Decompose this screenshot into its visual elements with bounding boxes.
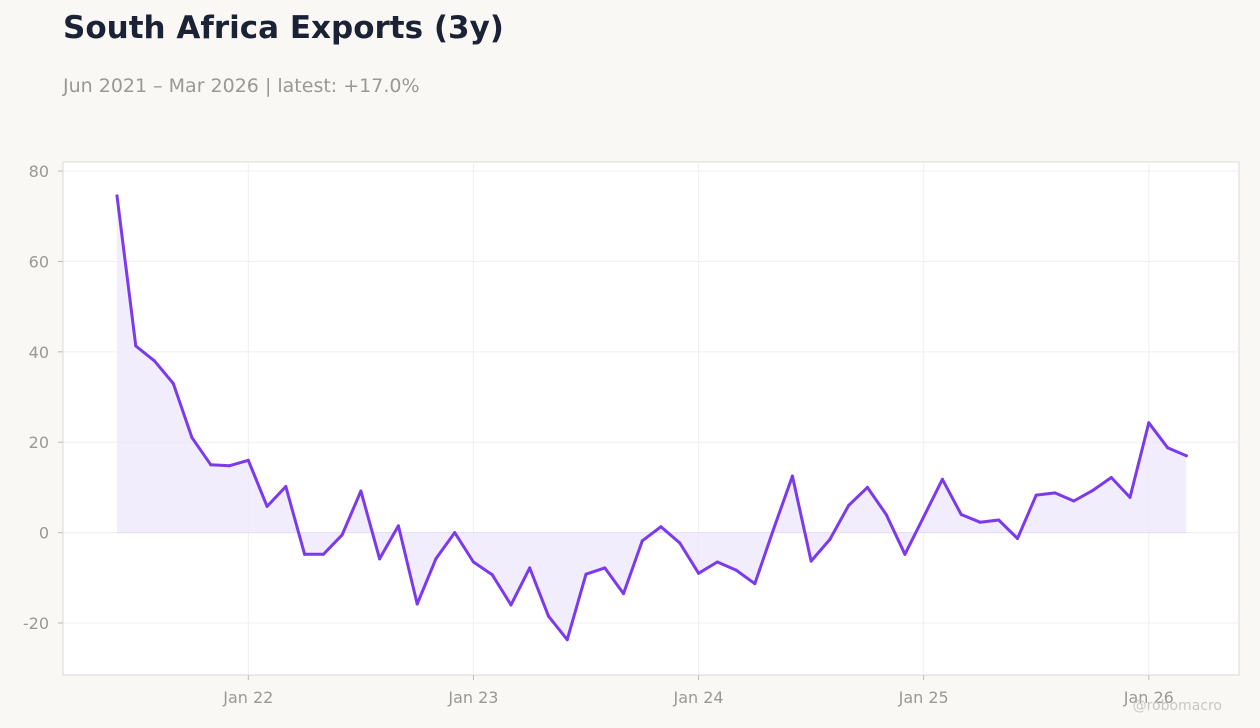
series-points (115, 194, 1188, 642)
data-point (565, 638, 569, 642)
y-tick-label: 60 (29, 252, 49, 271)
data-point (246, 458, 250, 462)
data-point (471, 560, 475, 564)
x-tick-label: Jan 25 (898, 688, 949, 707)
data-point (715, 560, 719, 564)
data-point (453, 531, 457, 535)
x-tick-label: Jan 22 (222, 688, 273, 707)
data-point (396, 524, 400, 528)
plot-area (62, 161, 1240, 676)
data-point (209, 463, 213, 467)
data-point (940, 477, 944, 481)
data-point (1034, 493, 1038, 497)
x-tick-label: Jan 23 (447, 688, 498, 707)
data-point (303, 552, 307, 556)
data-point (903, 552, 907, 556)
data-point (490, 573, 494, 577)
data-point (378, 557, 382, 561)
data-point (340, 533, 344, 537)
x-tick-label: Jan 24 (673, 688, 724, 707)
data-point (415, 602, 419, 606)
data-point (753, 582, 757, 586)
data-point (171, 381, 175, 385)
data-point (959, 513, 963, 517)
data-point (434, 557, 438, 561)
data-point (134, 344, 138, 348)
data-point (1091, 489, 1095, 493)
data-point (1072, 499, 1076, 503)
data-point (603, 566, 607, 570)
data-point (809, 559, 813, 563)
chart-subtitle: Jun 2021 – Mar 2026 | latest: +17.0% (63, 75, 420, 97)
data-point (321, 552, 325, 556)
chart-title: South Africa Exports (3y) (63, 10, 504, 46)
data-point (284, 485, 288, 489)
data-point (640, 539, 644, 543)
data-point (659, 525, 663, 529)
series-line (115, 194, 1188, 642)
data-point (1147, 421, 1151, 425)
data-point (153, 359, 157, 363)
x-axis-ticks: Jan 22 Jan 23 Jan 24 Jan 25 Jan 26 (222, 675, 1174, 707)
data-point (1166, 446, 1170, 450)
y-tick-label: 0 (39, 524, 49, 543)
data-point (734, 568, 738, 572)
data-point (546, 614, 550, 618)
data-point (978, 520, 982, 524)
data-point (772, 527, 776, 531)
data-point (922, 515, 926, 519)
data-point (1184, 454, 1188, 458)
data-point (190, 436, 194, 440)
data-point (847, 504, 851, 508)
data-point (622, 592, 626, 596)
y-tick-label: 40 (29, 343, 49, 362)
data-point (697, 571, 701, 575)
data-point (509, 603, 513, 607)
data-point (528, 566, 532, 570)
data-point (1128, 495, 1132, 499)
data-point (265, 504, 269, 508)
data-point (828, 537, 832, 541)
y-tick-label: 20 (29, 433, 49, 452)
data-point (1015, 537, 1019, 541)
y-tick-label: -20 (23, 614, 49, 633)
data-point (584, 572, 588, 576)
data-point (790, 474, 794, 478)
data-point (865, 485, 869, 489)
data-point (115, 194, 119, 198)
data-point (884, 513, 888, 517)
data-point (997, 518, 1001, 522)
data-point (1109, 475, 1113, 479)
watermark: @robomacro (1133, 698, 1222, 714)
x-tick-label: Jan 26 (1123, 688, 1174, 707)
data-point (1053, 491, 1057, 495)
data-point (678, 541, 682, 545)
data-point (228, 464, 232, 468)
y-axis-ticks: 80 60 40 20 0 -20 (23, 162, 63, 633)
gridlines (63, 162, 1239, 675)
y-tick-label: 80 (29, 162, 49, 181)
data-point (359, 489, 363, 493)
